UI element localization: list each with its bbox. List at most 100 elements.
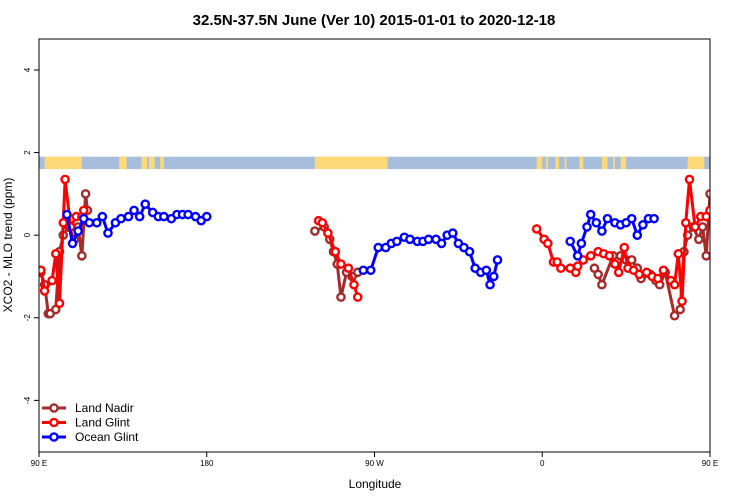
legend-swatch-marker xyxy=(49,417,59,428)
data-point-ocean-glint xyxy=(103,228,113,238)
data-point-ocean-glint xyxy=(565,236,576,247)
data-point-land-glint xyxy=(634,269,644,280)
band-land-segment xyxy=(716,157,750,169)
band-land-segment xyxy=(160,156,164,170)
data-point-land-glint xyxy=(673,248,684,259)
data-point-land-glint xyxy=(619,242,630,253)
series-layer xyxy=(39,174,710,321)
data-point-land-nadir xyxy=(593,269,603,280)
data-point-land-glint xyxy=(677,296,687,307)
legend-label: Land Nadir xyxy=(75,401,134,415)
data-point-land-nadir xyxy=(336,292,346,302)
data-point-ocean-glint xyxy=(436,238,447,249)
data-point-land-glint xyxy=(39,286,50,296)
data-point-land-glint xyxy=(669,279,680,290)
data-point-ocean-glint xyxy=(602,213,613,224)
data-point-land-glint xyxy=(585,251,596,261)
plot-frame xyxy=(38,38,711,453)
series-land-glint xyxy=(39,174,710,309)
data-point-land-glint xyxy=(330,246,341,257)
data-point-ocean-glint xyxy=(423,234,434,245)
legend-swatch-marker xyxy=(49,432,59,442)
data-point-ocean-glint xyxy=(572,251,583,261)
data-point-ocean-glint xyxy=(140,199,151,209)
x-tick-label: 0 xyxy=(540,459,545,468)
data-point-land-glint xyxy=(54,298,65,309)
data-point-land-nadir xyxy=(597,279,607,290)
data-point-ocean-glint xyxy=(638,220,648,230)
data-point-land-glint xyxy=(39,265,46,276)
data-point-land-glint xyxy=(60,174,70,185)
data-point-land-glint xyxy=(658,265,669,276)
data-point-land-nadir xyxy=(694,234,704,245)
band-land-segment xyxy=(579,156,584,170)
data-point-land-glint xyxy=(349,279,359,290)
chart-title: 32.5N-37.5N June (Ver 10) 2015-01-01 to … xyxy=(193,12,556,29)
data-point-ocean-glint xyxy=(365,265,376,276)
data-point-ocean-glint xyxy=(576,238,587,249)
data-point-land-glint xyxy=(78,205,89,216)
y-tick-label: -4 xyxy=(23,396,32,404)
data-point-ocean-glint xyxy=(183,209,193,220)
data-point-ocean-glint xyxy=(649,213,659,224)
data-point-ocean-glint xyxy=(591,217,602,228)
data-point-ocean-glint xyxy=(597,226,607,236)
band-land-segment xyxy=(536,156,543,170)
y-tick-label: 2 xyxy=(23,150,32,155)
data-point-land-nadir xyxy=(80,189,91,199)
legend-label: Land Glint xyxy=(75,416,130,430)
data-point-land-glint xyxy=(58,217,69,228)
data-point-ocean-glint xyxy=(488,271,499,282)
data-point-land-glint xyxy=(317,217,328,228)
data-point-land-glint xyxy=(47,275,57,286)
data-point-land-glint xyxy=(610,259,620,269)
data-point-ocean-glint xyxy=(97,211,108,222)
legend-swatch-marker xyxy=(49,403,59,413)
data-point-land-glint xyxy=(705,205,710,216)
data-point-land-nadir xyxy=(701,251,710,261)
data-point-land-glint xyxy=(343,263,354,274)
data-point-land-nadir xyxy=(675,304,685,315)
data-point-ocean-glint xyxy=(373,242,384,253)
data-point-ocean-glint xyxy=(116,213,126,224)
data-point-ocean-glint xyxy=(159,211,169,222)
data-point-ocean-glint xyxy=(481,265,492,276)
data-point-land-glint xyxy=(604,251,615,261)
data-point-land-nadir xyxy=(77,251,87,261)
y-tick-label: -2 xyxy=(23,314,32,322)
data-point-ocean-glint xyxy=(485,279,495,290)
y-axis-label: XCO2 - MLO trend (ppm) xyxy=(1,178,15,313)
data-point-ocean-glint xyxy=(123,211,134,222)
band-land-segment xyxy=(545,156,548,170)
data-point-land-glint xyxy=(531,224,542,234)
legend-item-land-glint: Land Glint xyxy=(42,416,130,430)
data-point-land-nadir xyxy=(697,222,708,232)
data-point-land-glint xyxy=(50,248,61,259)
data-point-land-glint xyxy=(680,217,691,228)
data-point-land-nadir xyxy=(310,226,320,236)
series-ocean-glint xyxy=(62,199,659,290)
band-land-segment xyxy=(613,156,615,170)
data-point-ocean-glint xyxy=(492,255,503,265)
legend-label: Ocean Glint xyxy=(75,430,139,444)
series-line-land-glint xyxy=(535,177,710,303)
data-point-ocean-glint xyxy=(358,265,369,276)
data-point-ocean-glint xyxy=(73,226,83,236)
data-point-ocean-glint xyxy=(464,246,475,257)
data-point-ocean-glint xyxy=(129,205,139,216)
data-point-ocean-glint xyxy=(447,228,458,238)
x-tick-label: 90 E xyxy=(31,459,47,468)
band-land-segment xyxy=(564,156,567,170)
band-land-segment xyxy=(119,156,127,170)
data-point-land-glint xyxy=(653,273,663,284)
band-land-segment xyxy=(620,156,627,170)
data-point-land-glint xyxy=(572,261,583,271)
band-land-segment xyxy=(687,156,705,170)
band-land-segment xyxy=(601,156,608,170)
data-point-land-nadir xyxy=(669,310,680,321)
band-land-segment xyxy=(555,156,560,170)
y-tick-label: 4 xyxy=(23,67,32,72)
band-land-segment xyxy=(148,156,155,170)
data-point-ocean-glint xyxy=(84,217,95,228)
